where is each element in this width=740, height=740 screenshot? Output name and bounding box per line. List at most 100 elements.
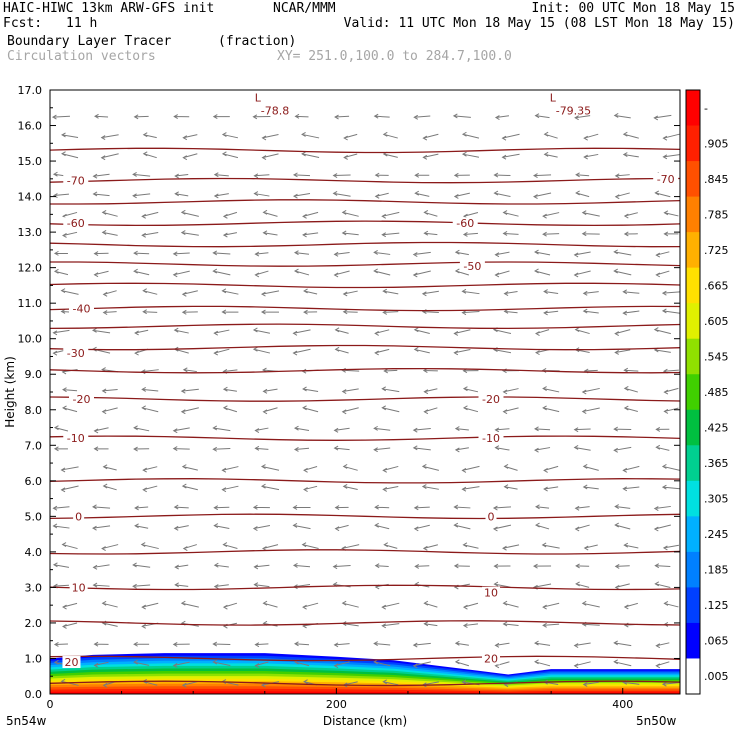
- wind-vector: [62, 622, 78, 629]
- wind-vector: [663, 231, 679, 237]
- contour-label: -60: [456, 217, 474, 230]
- wind-vector: [254, 642, 269, 648]
- wind-vector: [301, 151, 320, 159]
- wind-vector: [542, 602, 560, 610]
- y-tick-label: 15.0: [18, 155, 43, 168]
- wind-vector: [535, 329, 550, 336]
- contour-label-bg: [653, 172, 679, 185]
- wind-vector: [53, 250, 68, 256]
- isotherm-line: [50, 680, 680, 687]
- wind-vector: [623, 542, 639, 549]
- colorbar-label: .365: [704, 457, 729, 470]
- isotherm-line: [50, 147, 680, 154]
- wind-vector: [655, 642, 670, 649]
- wind-vector: [623, 405, 638, 412]
- wind-vector: [293, 425, 310, 431]
- wind-vector: [412, 445, 431, 451]
- wind-vector: [454, 447, 469, 453]
- wind-vector: [582, 484, 599, 490]
- wind-vector: [92, 582, 110, 588]
- wind-vector: [502, 621, 519, 627]
- colorbar-label: .305: [704, 493, 729, 506]
- wind-vector: [100, 153, 119, 161]
- wind-vector: [412, 251, 431, 257]
- wind-vector: [292, 505, 311, 510]
- wind-vector: [582, 290, 599, 296]
- wind-vector: [422, 133, 439, 141]
- wind-vector: [654, 581, 671, 588]
- wind-vector: [534, 640, 551, 646]
- wind-vector: [212, 659, 231, 667]
- contour-label-bg: [73, 510, 85, 523]
- wind-vector: [573, 445, 591, 451]
- wind-vector: [213, 172, 229, 178]
- wind-vector: [101, 209, 118, 217]
- wind-vector: [174, 191, 189, 197]
- wind-vector: [574, 505, 590, 511]
- wind-vector: [254, 270, 269, 278]
- contour-label: -10: [67, 432, 85, 445]
- y-tick-label: 9.0: [25, 368, 43, 381]
- x-tick-label: 0: [47, 698, 54, 711]
- wind-vector: [423, 600, 438, 608]
- colorbar-segment: [686, 658, 700, 695]
- y-tick-label: 3.0: [25, 581, 43, 594]
- wind-vector: [254, 251, 269, 257]
- wind-vector: [623, 231, 638, 237]
- wind-vector: [502, 544, 520, 551]
- wind-vector: [222, 232, 238, 238]
- wind-vector: [172, 446, 190, 452]
- contour-label-bg: [478, 393, 504, 406]
- wind-vector: [542, 231, 560, 237]
- wind-vector: [534, 268, 551, 276]
- wind-vector: [581, 407, 600, 414]
- wind-vector: [661, 464, 680, 471]
- wind-vector: [60, 466, 79, 473]
- y-tick-label: 1.0: [25, 652, 43, 665]
- colorbar-frame: [685, 89, 701, 695]
- wind-vector: [543, 289, 559, 294]
- wind-vector: [133, 250, 150, 256]
- wind-vector: [101, 544, 119, 551]
- wind-vector: [661, 484, 680, 490]
- wind-vector: [503, 484, 518, 490]
- xy-range: XY= 251.0,100.0 to 284.7,100.0: [277, 49, 512, 64]
- wind-vector: [92, 525, 111, 531]
- contour-label: -50: [463, 260, 481, 273]
- wind-vector: [422, 544, 438, 551]
- wind-vector: [212, 268, 231, 276]
- wind-vector: [212, 250, 231, 256]
- wind-vector: [213, 584, 229, 589]
- wind-vector: [222, 211, 238, 219]
- wind-vector: [613, 446, 632, 453]
- wind-vector: [292, 172, 311, 178]
- wind-vector: [172, 661, 190, 668]
- contour-label-bg: [69, 302, 94, 315]
- wind-vector: [101, 407, 118, 415]
- isotherm-line: [50, 305, 680, 312]
- colorbar-segment: [686, 622, 700, 659]
- wind-vector: [52, 523, 70, 529]
- wind-vector: [342, 483, 358, 490]
- wind-vector: [102, 483, 117, 491]
- wind-vector: [613, 113, 631, 119]
- wind-vector: [333, 445, 350, 451]
- isotherm-line: [50, 396, 680, 402]
- wind-vector: [53, 425, 69, 432]
- colorbar-label: .425: [704, 422, 729, 435]
- wind-vector: [133, 425, 150, 432]
- wind-vector: [261, 544, 279, 551]
- contour-label-bg: [69, 393, 94, 406]
- isotherm-line: [50, 584, 680, 591]
- wind-vector: [303, 485, 318, 492]
- isotherm-line: [50, 241, 680, 248]
- wind-vector: [622, 289, 640, 295]
- wind-vector: [502, 407, 519, 415]
- wind-vector: [655, 444, 670, 451]
- wind-vector: [173, 504, 189, 510]
- wind-vector: [623, 385, 638, 393]
- wind-vector: [221, 151, 239, 159]
- wind-vector: [261, 134, 279, 141]
- colorbar-label: .245: [704, 528, 729, 541]
- wind-vector: [292, 192, 311, 199]
